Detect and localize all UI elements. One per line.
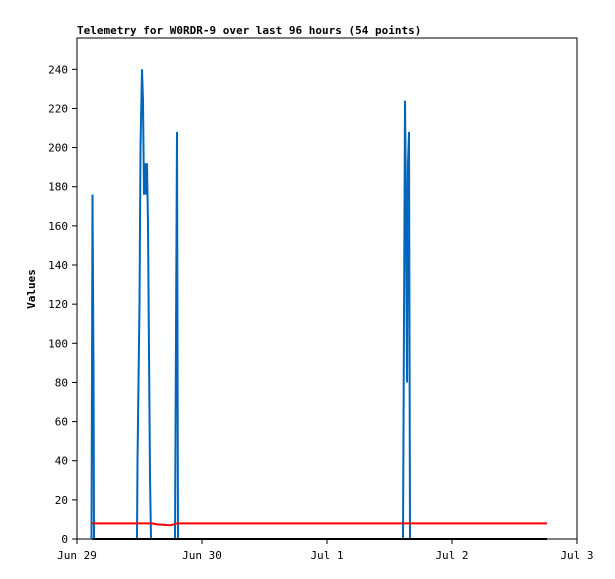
- x-tick-label: Jul 1: [310, 549, 343, 562]
- series-line: [92, 522, 547, 527]
- series-line: [90, 69, 411, 540]
- x-tick-label: Jul 2: [435, 549, 468, 562]
- y-tick-label: 200: [48, 142, 68, 155]
- y-tick-label: 180: [48, 181, 68, 194]
- x-tick-label: Jun 29: [57, 549, 97, 562]
- y-tick-label: 0: [61, 533, 68, 546]
- y-tick-label: 20: [55, 494, 68, 507]
- y-tick-label: 80: [55, 376, 68, 389]
- x-tick-label: Jun 30: [182, 549, 222, 562]
- y-axis-label: Values: [25, 269, 38, 309]
- y-tick-label: 40: [55, 455, 68, 468]
- y-tick-label: 120: [48, 298, 68, 311]
- y-tick-label: 240: [48, 63, 68, 76]
- y-tick-label: 60: [55, 416, 68, 429]
- x-tick-label: Jul 3: [560, 549, 593, 562]
- y-tick-label: 220: [48, 102, 68, 115]
- y-tick-label: 140: [48, 259, 68, 272]
- y-tick-label: 160: [48, 220, 68, 233]
- chart-title: Telemetry for W0RDR-9 over last 96 hours…: [77, 24, 421, 37]
- y-tick-label: 100: [48, 337, 68, 350]
